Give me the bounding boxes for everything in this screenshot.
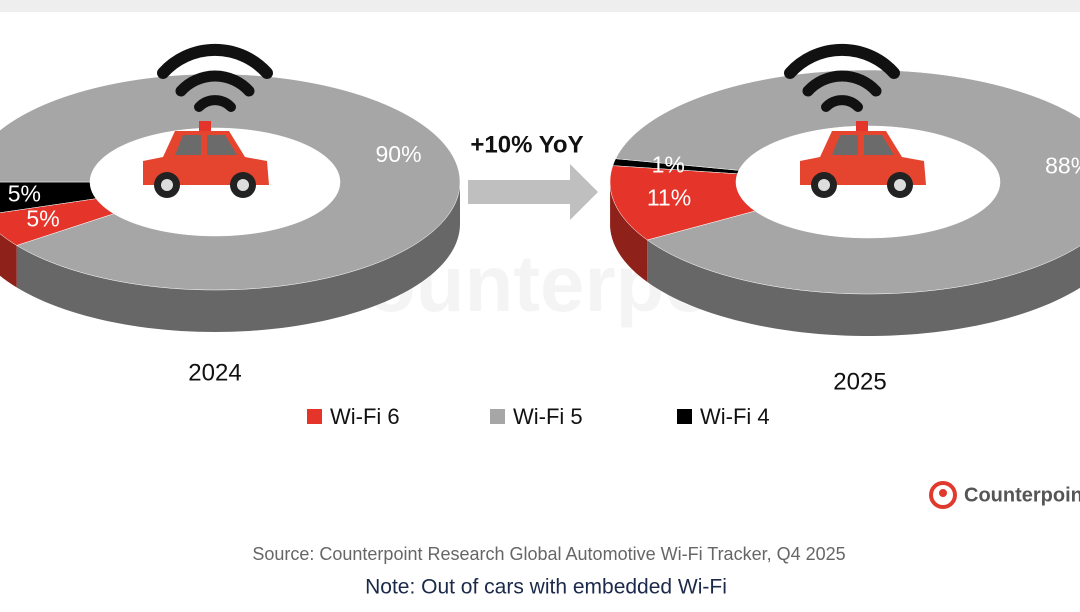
value-label: 88%	[1045, 152, 1080, 178]
logo-text: Counterpoint	[964, 484, 1080, 506]
annotation: +10% YoY	[470, 131, 583, 158]
value-label: 1%	[652, 151, 685, 177]
legend-swatch	[307, 409, 322, 424]
top-faces	[609, 69, 1080, 295]
value-label: 90%	[376, 141, 422, 167]
series-label: 2024	[188, 359, 241, 386]
top-faces	[0, 73, 461, 291]
arrow	[468, 164, 598, 220]
legend: Wi-Fi 6 Wi-Fi 5 Wi-Fi 4	[307, 404, 770, 429]
slice	[0, 73, 461, 291]
slice-side	[647, 240, 1080, 336]
donuts: 5%5% 90% 2024 1% 11% 88% 2025	[0, 69, 1080, 395]
slice-side	[16, 182, 461, 332]
slice	[615, 69, 1080, 295]
legend-swatch	[490, 409, 505, 424]
logo: Counterpoint	[929, 481, 1080, 509]
value-label: 5%	[26, 206, 59, 232]
slice-side	[610, 184, 648, 283]
value-label: 11%	[647, 184, 691, 210]
series-label: 2025	[833, 368, 886, 395]
legend-label: Wi-Fi 4	[700, 404, 770, 429]
legend-swatch	[677, 409, 692, 424]
side-walls	[0, 182, 461, 332]
value-label: 5%	[8, 180, 41, 206]
slice-side	[0, 233, 17, 288]
legend-label: Wi-Fi 5	[513, 404, 583, 429]
legend-label: Wi-Fi 6	[330, 404, 400, 429]
side-walls	[610, 184, 1080, 336]
note: Note: Out of cars with embedded Wi-Fi	[365, 576, 727, 599]
top-band	[0, 0, 1080, 12]
source: Source: Counterpoint Research Global Aut…	[252, 544, 845, 564]
